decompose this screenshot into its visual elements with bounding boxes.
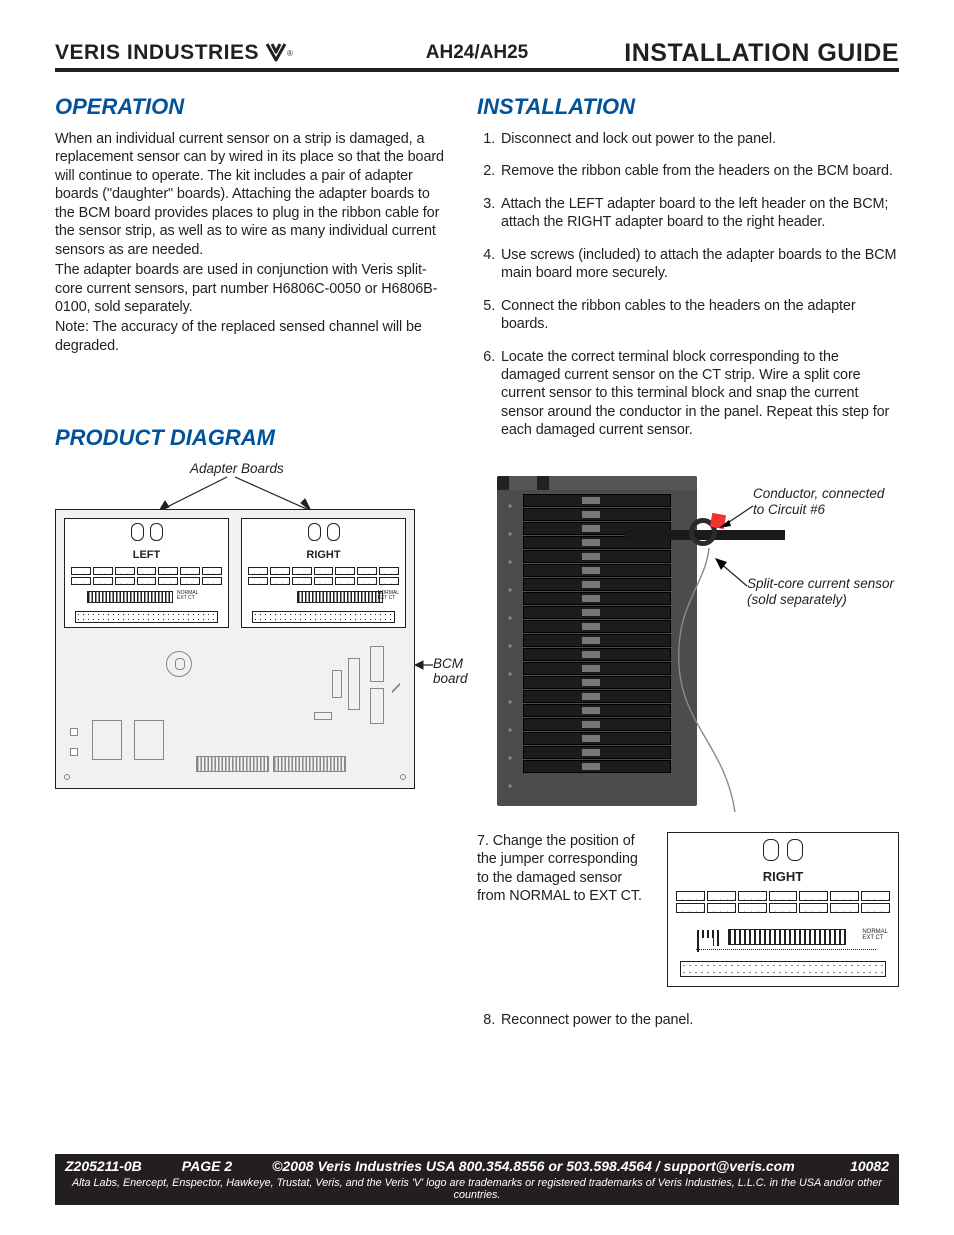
installation-steps: Disconnect and lock out power to the pan… (477, 130, 899, 440)
bcm-arrow-icon (415, 659, 435, 671)
page-footer: Z205211-0B PAGE 2 ©2008 Veris Industries… (55, 1154, 899, 1205)
header-bar: VERIS INDUSTRIES ® AH24/AH25 INSTALLATIO… (55, 38, 899, 72)
installation-heading: INSTALLATION (477, 94, 899, 120)
footer-trademark: Alta Labs, Enercept, Enspector, Hawkeye,… (55, 1176, 899, 1205)
install-step-6: Locate the correct terminal block corres… (499, 348, 899, 440)
install-step-5: Connect the ribbon cables to the headers… (499, 297, 899, 334)
veris-v-logo-icon (265, 42, 289, 65)
right-board-label: RIGHT (668, 869, 898, 884)
sensor-callout: Split-core current sensor (sold separate… (747, 576, 899, 608)
right-adapter-board-detail: RIGHT NORMALEXT CT (667, 832, 899, 987)
right-label: RIGHT (242, 549, 405, 561)
install-step-8: Reconnect power to the panel. (499, 1011, 899, 1029)
footer-page: PAGE 2 (182, 1158, 232, 1174)
model-number: AH24/AH25 (426, 42, 528, 64)
footer-copyright: ©2008 Veris Industries USA 800.354.8556 … (272, 1158, 810, 1174)
install-step-3: Attach the LEFT adapter board to the lef… (499, 195, 899, 232)
install-step-2: Remove the ribbon cable from the headers… (499, 162, 899, 180)
step-7-row: 7. Change the position of the jumper cor… (477, 832, 899, 987)
conductor-callout: Conductor, connected to Circuit #6 (753, 486, 899, 518)
operation-heading: OPERATION (55, 94, 449, 120)
operation-p1: When an individual current sensor on a s… (55, 130, 449, 259)
adapter-board-right: RIGHT NORMALEXT CT (241, 518, 406, 628)
document-title: INSTALLATION GUIDE (624, 39, 899, 68)
company-name: VERIS INDUSTRIES (55, 41, 259, 65)
product-diagram: Adapter Boards LEFT (55, 461, 449, 821)
footer-docno: Z205211-0B (65, 1158, 142, 1174)
footer-code: 10082 (850, 1158, 889, 1174)
install-step-4: Use screws (included) to attach the adap… (499, 246, 899, 283)
install-step-1: Disconnect and lock out power to the pan… (499, 130, 899, 148)
product-diagram-heading: PRODUCT DIAGRAM (55, 425, 449, 451)
registered-mark: ® (287, 49, 293, 58)
left-label: LEFT (65, 549, 228, 561)
installation-steps-cont: Reconnect power to the panel. (477, 1011, 899, 1029)
operation-p2: The adapter boards are used in conjuncti… (55, 261, 449, 316)
install-step-7: 7. Change the position of the jumper cor… (477, 832, 647, 906)
adapter-board-left: LEFT NORMALEXT CT (64, 518, 229, 628)
panel-illustration: Conductor, connected to Circuit #6 Split… (477, 476, 899, 816)
adapter-boards-label: Adapter Boards (190, 461, 284, 476)
operation-body: When an individual current sensor on a s… (55, 130, 449, 355)
bcm-board-label: BCM board (433, 656, 468, 686)
operation-p3: Note: The accuracy of the replaced sense… (55, 318, 449, 355)
conductor-arrow-icon (717, 502, 757, 532)
jumper-bars (728, 929, 846, 945)
bcm-board-diagram: LEFT NORMALEXT CT RIGHT (55, 509, 415, 789)
bcm-lower-components (66, 646, 404, 778)
